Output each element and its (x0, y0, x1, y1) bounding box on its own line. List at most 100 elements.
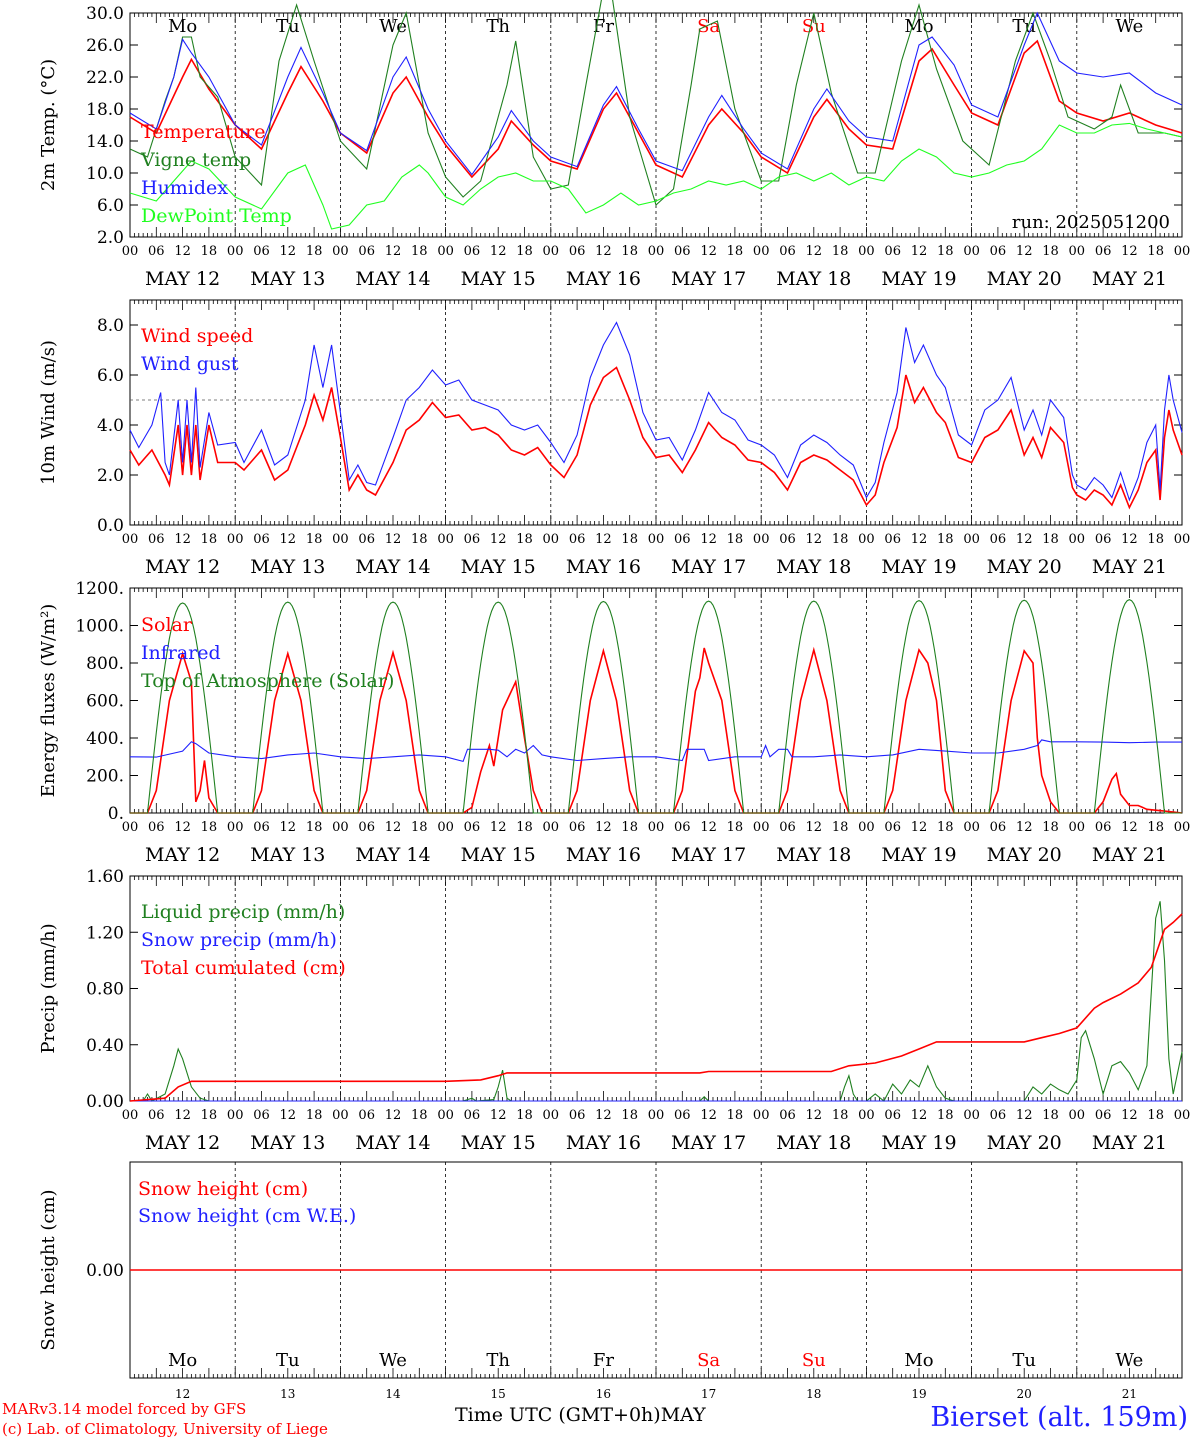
date-label: MAY 18 (776, 1132, 851, 1154)
hour-tick-label: 00 (122, 532, 139, 547)
date-label: MAY 16 (566, 844, 641, 866)
weekday-label: Mo (168, 16, 197, 37)
y-tick-label: 10.0 (86, 164, 124, 184)
legend-entry: Wind speed (141, 325, 253, 347)
hour-tick-label: 06 (358, 820, 375, 835)
date-label: MAY 15 (461, 844, 536, 866)
date-label: MAY 14 (355, 844, 430, 866)
plot-frame (129, 299, 1183, 526)
hour-tick-label: 18 (727, 1108, 744, 1123)
y-tick-label: 22.0 (86, 68, 124, 88)
hour-tick-label: 06 (358, 1108, 375, 1123)
hour-tick-label: 12 (700, 1108, 717, 1123)
day-number-label: 17 (701, 1387, 716, 1400)
hour-tick-label: 00 (753, 820, 770, 835)
hour-tick-label: 06 (884, 820, 901, 835)
hour-tick-label: 00 (122, 820, 139, 835)
hour-tick-label: 18 (727, 244, 744, 259)
date-label: MAY 12 (145, 556, 220, 578)
hour-tick-label: 00 (1069, 244, 1086, 259)
date-label: MAY 19 (881, 844, 956, 866)
hour-tick-label: 12 (1016, 532, 1033, 547)
date-label: MAY 12 (145, 1132, 220, 1154)
hour-tick-label: 18 (1147, 1108, 1164, 1123)
date-label: MAY 15 (461, 556, 536, 578)
hour-tick-label: 00 (963, 244, 980, 259)
hour-tick-label: 00 (332, 820, 349, 835)
hour-tick-label: 00 (858, 532, 875, 547)
hour-tick-label: 06 (1095, 820, 1112, 835)
hour-tick-label: 12 (385, 532, 402, 547)
y-axis-label: 2m Temp. (°C) (38, 59, 59, 191)
hour-tick-label: 18 (727, 532, 744, 547)
hour-tick-label: 00 (963, 1108, 980, 1123)
date-label: MAY 14 (355, 268, 430, 290)
day-number-label: 14 (385, 1387, 401, 1400)
date-label: MAY 12 (145, 268, 220, 290)
hour-tick-label: 18 (1042, 1108, 1059, 1123)
hour-tick-label: 12 (700, 532, 717, 547)
hour-tick-label: 06 (779, 820, 796, 835)
hour-tick-label: 18 (937, 1108, 954, 1123)
hour-tick-label: 12 (280, 1108, 297, 1123)
weekday-label: Mo (168, 1350, 197, 1371)
hour-tick-label: 12 (490, 244, 507, 259)
date-label: MAY 16 (566, 1132, 641, 1154)
hour-tick-label: 18 (201, 244, 218, 259)
hour-tick-label: 12 (1121, 244, 1138, 259)
y-tick-label: 2.0 (97, 466, 124, 486)
hour-tick-label: 06 (464, 820, 481, 835)
hour-tick-label: 12 (490, 532, 507, 547)
hour-tick-label: 18 (832, 820, 849, 835)
hour-tick-label: 00 (1174, 532, 1191, 547)
date-label: MAY 21 (1092, 844, 1167, 866)
model-credit: MARv3.14 model forced by GFS (2, 1400, 247, 1418)
hour-tick-label: 18 (411, 244, 428, 259)
hour-tick-label: 00 (332, 1108, 349, 1123)
hour-tick-label: 06 (779, 1108, 796, 1123)
series-line (129, 39, 1183, 179)
hour-tick-label: 00 (753, 1108, 770, 1123)
hour-tick-label: 12 (911, 532, 928, 547)
hour-tick-label: 18 (832, 244, 849, 259)
hour-tick-label: 18 (1147, 244, 1164, 259)
hour-tick-label: 00 (227, 244, 244, 259)
date-label: MAY 16 (566, 556, 641, 578)
hour-tick-label: 00 (122, 1108, 139, 1123)
legend-entry: Snow height (cm W.E.) (138, 1205, 356, 1227)
y-tick-label: 1.60 (86, 867, 124, 887)
y-tick-label: 14.0 (86, 132, 124, 152)
hour-tick-label: 18 (201, 532, 218, 547)
y-tick-label: 2.0 (97, 228, 124, 248)
hour-tick-label: 00 (753, 532, 770, 547)
y-axis-label: Precip (mm/h) (38, 923, 59, 1053)
date-label: MAY 17 (671, 556, 746, 578)
y-tick-label: 0.0 (97, 516, 124, 536)
hour-tick-label: 12 (174, 820, 191, 835)
hour-tick-label: 00 (437, 1108, 454, 1123)
panel-3: 0. 200. 400. 600. 800. 1000. 1200. Energy fluxe… (38, 579, 1190, 866)
hour-tick-label: 12 (806, 244, 823, 259)
station-label: Bierset (alt. 159m) (930, 1402, 1188, 1433)
hour-tick-label: 06 (1095, 1108, 1112, 1123)
hour-tick-label: 06 (569, 1108, 586, 1123)
y-tick-label: 600. (86, 692, 124, 712)
date-label: MAY 14 (355, 1132, 430, 1154)
hour-tick-label: 12 (595, 820, 612, 835)
hour-tick-label: 06 (674, 1108, 691, 1123)
hour-tick-label: 00 (858, 820, 875, 835)
hour-tick-label: 12 (385, 244, 402, 259)
weekday-label: Sa (697, 1350, 720, 1371)
hour-tick-label: 18 (1147, 820, 1164, 835)
date-label: MAY 20 (987, 1132, 1062, 1154)
day-number-label: 15 (491, 1387, 506, 1400)
hour-tick-label: 12 (1016, 244, 1033, 259)
time-axis-label: Time UTC (GMT+0h)MAY (455, 1404, 706, 1426)
hour-tick-label: 18 (306, 1108, 323, 1123)
hour-tick-label: 12 (174, 532, 191, 547)
hour-tick-label: 00 (1069, 820, 1086, 835)
hour-tick-label: 12 (280, 244, 297, 259)
hour-tick-label: 18 (1042, 532, 1059, 547)
date-label: MAY 18 (776, 268, 851, 290)
meteogram-chart: 2.0 6.0 10.0 14.0 18.0 22.0 26.0 30.0 2m Temp. (… (38, 0, 1191, 1400)
